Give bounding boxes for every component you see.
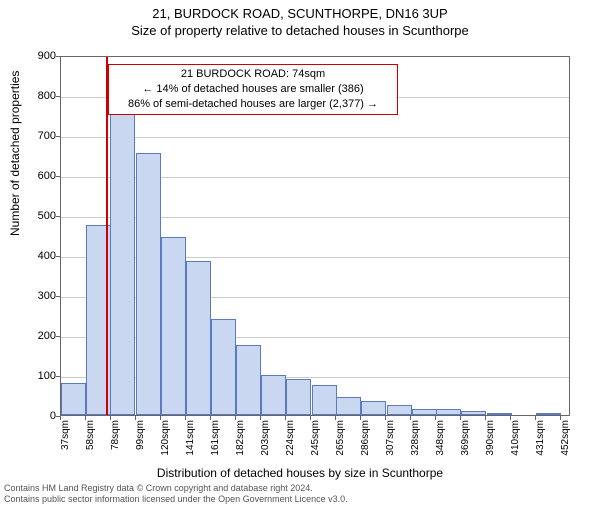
x-tick-label: 161sqm: [210, 420, 221, 460]
y-tick-mark: [56, 176, 60, 177]
property-callout-box: 21 BURDOCK ROAD: 74sqm ← 14% of detached…: [108, 64, 398, 115]
histogram-bar: [536, 413, 561, 415]
x-tick-mark: [360, 416, 361, 420]
x-tick-label: 390sqm: [485, 420, 496, 460]
x-tick-label: 452sqm: [560, 420, 571, 460]
attribution-footer: Contains HM Land Registry data © Crown c…: [4, 483, 348, 504]
gridline: [61, 137, 569, 138]
x-tick-mark: [210, 416, 211, 420]
histogram-bar: [336, 397, 361, 415]
y-tick-mark: [56, 96, 60, 97]
x-tick-mark: [560, 416, 561, 420]
histogram-bar: [236, 345, 261, 415]
x-tick-label: 245sqm: [310, 420, 321, 460]
x-tick-label: 182sqm: [235, 420, 246, 460]
x-tick-mark: [460, 416, 461, 420]
x-tick-label: 286sqm: [360, 420, 371, 460]
x-tick-label: 410sqm: [510, 420, 521, 460]
x-axis-label: Distribution of detached houses by size …: [0, 466, 600, 480]
x-tick-mark: [85, 416, 86, 420]
x-tick-label: 99sqm: [135, 420, 146, 460]
x-tick-label: 37sqm: [60, 420, 71, 460]
chart-title: 21, BURDOCK ROAD, SCUNTHORPE, DN16 3UP: [0, 6, 600, 21]
x-tick-label: 141sqm: [185, 420, 196, 460]
x-tick-mark: [60, 416, 61, 420]
x-tick-label: 369sqm: [460, 420, 471, 460]
y-tick-mark: [56, 376, 60, 377]
x-tick-label: 307sqm: [385, 420, 396, 460]
y-tick-mark: [56, 216, 60, 217]
callout-line-2: ← 14% of detached houses are smaller (38…: [115, 82, 391, 97]
histogram-bar: [61, 383, 86, 415]
histogram-bar: [361, 401, 386, 415]
x-tick-mark: [435, 416, 436, 420]
x-tick-mark: [410, 416, 411, 420]
histogram-bar: [161, 237, 186, 415]
x-tick-mark: [135, 416, 136, 420]
x-tick-mark: [285, 416, 286, 420]
x-tick-mark: [385, 416, 386, 420]
y-tick-mark: [56, 136, 60, 137]
x-tick-mark: [235, 416, 236, 420]
chart-subtitle: Size of property relative to detached ho…: [0, 23, 600, 38]
y-tick-mark: [56, 256, 60, 257]
histogram-bar: [110, 107, 135, 415]
callout-line-1: 21 BURDOCK ROAD: 74sqm: [115, 67, 391, 82]
y-tick-label: 300: [30, 290, 56, 302]
x-tick-label: 348sqm: [435, 420, 446, 460]
x-tick-label: 328sqm: [410, 420, 421, 460]
histogram-bar: [412, 409, 437, 415]
x-tick-mark: [485, 416, 486, 420]
histogram-bar: [461, 411, 486, 415]
x-tick-mark: [260, 416, 261, 420]
y-tick-label: 100: [30, 370, 56, 382]
y-tick-mark: [56, 56, 60, 57]
footer-line-1: Contains HM Land Registry data © Crown c…: [4, 483, 348, 493]
x-tick-mark: [310, 416, 311, 420]
x-tick-label: 120sqm: [160, 420, 171, 460]
x-tick-mark: [110, 416, 111, 420]
y-tick-label: 600: [30, 170, 56, 182]
callout-line-3: 86% of semi-detached houses are larger (…: [115, 97, 391, 112]
histogram-bar: [261, 375, 286, 415]
y-tick-label: 200: [30, 330, 56, 342]
x-tick-mark: [160, 416, 161, 420]
y-tick-label: 400: [30, 250, 56, 262]
y-tick-mark: [56, 336, 60, 337]
histogram-bar: [312, 385, 337, 415]
histogram-bar: [136, 153, 161, 415]
histogram-bar: [286, 379, 311, 415]
x-tick-label: 431sqm: [535, 420, 546, 460]
histogram-bar: [436, 409, 461, 415]
y-axis-label: Number of detached properties: [8, 71, 22, 236]
histogram-bar: [211, 319, 236, 415]
histogram-bar: [186, 261, 211, 415]
footer-line-2: Contains public sector information licen…: [4, 494, 348, 504]
y-tick-mark: [56, 296, 60, 297]
y-tick-label: 700: [30, 130, 56, 142]
x-tick-label: 224sqm: [285, 420, 296, 460]
x-tick-label: 265sqm: [335, 420, 346, 460]
y-tick-label: 500: [30, 210, 56, 222]
histogram-bar: [387, 405, 412, 415]
y-tick-label: 900: [30, 50, 56, 62]
x-tick-mark: [535, 416, 536, 420]
x-tick-label: 58sqm: [85, 420, 96, 460]
x-tick-mark: [510, 416, 511, 420]
x-tick-mark: [335, 416, 336, 420]
x-tick-mark: [185, 416, 186, 420]
histogram-bar: [487, 413, 512, 415]
y-tick-label: 0: [30, 410, 56, 422]
x-tick-label: 203sqm: [260, 420, 271, 460]
x-tick-label: 78sqm: [110, 420, 121, 460]
y-tick-label: 800: [30, 90, 56, 102]
